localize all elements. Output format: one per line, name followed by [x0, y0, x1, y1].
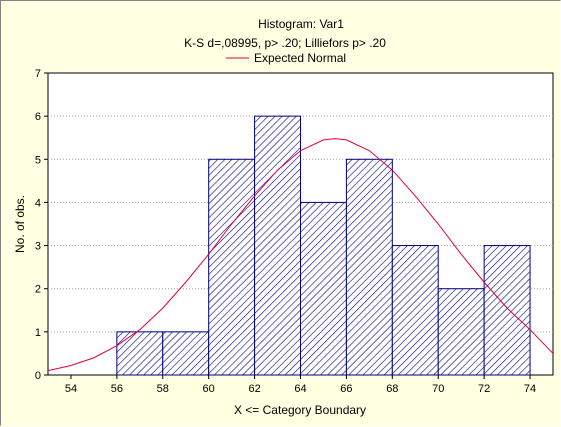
x-tick-label: 70 — [432, 383, 444, 395]
x-axis-label: X <= Category Boundary — [234, 403, 366, 417]
x-tick-label: 54 — [65, 383, 77, 395]
x-axis-ticks: 54 56 58 60 62 64 66 68 70 72 74 — [65, 375, 536, 395]
x-tick-label: 72 — [478, 383, 490, 395]
histogram-bar — [208, 158, 256, 376]
x-tick-label: 62 — [248, 383, 260, 395]
legend-label: Expected Normal — [254, 51, 346, 65]
y-tick-label: 5 — [35, 154, 41, 166]
legend: Expected Normal — [226, 51, 346, 65]
x-tick-label: 66 — [340, 383, 352, 395]
y-tick-label: 3 — [35, 241, 41, 253]
chart-subtitle: K-S d=,08995, p> .20; Lilliefors p> .20 — [184, 36, 386, 50]
expected-normal-curve — [48, 138, 553, 372]
y-tick-label: 6 — [35, 111, 41, 123]
histogram-bar — [116, 331, 164, 376]
histogram-bar — [300, 201, 347, 376]
histogram-bars — [116, 115, 531, 376]
histogram-bar — [162, 331, 210, 376]
y-tick-label: 0 — [35, 370, 41, 382]
histogram-bar — [345, 158, 393, 376]
x-tick-label: 56 — [111, 383, 123, 395]
histogram-bar — [437, 288, 485, 376]
y-axis-label: No. of obs. — [13, 195, 27, 253]
histogram-bar — [391, 245, 439, 376]
y-tick-label: 1 — [35, 327, 41, 339]
y-tick-label: 7 — [35, 68, 41, 80]
y-axis-ticks: 0 1 2 3 4 5 6 7 — [35, 68, 48, 382]
x-tick-label: 60 — [203, 383, 215, 395]
expected-normal-line — [48, 138, 553, 372]
y-tick-label: 4 — [35, 197, 41, 209]
histogram-bar — [254, 115, 302, 376]
y-tick-label: 2 — [35, 284, 41, 296]
x-tick-label: 58 — [157, 383, 169, 395]
histogram-bar — [483, 245, 531, 376]
x-tick-label: 68 — [386, 383, 398, 395]
x-tick-label: 74 — [524, 383, 536, 395]
x-tick-label: 64 — [294, 383, 306, 395]
chart-title: Histogram: Var1 — [258, 17, 344, 31]
